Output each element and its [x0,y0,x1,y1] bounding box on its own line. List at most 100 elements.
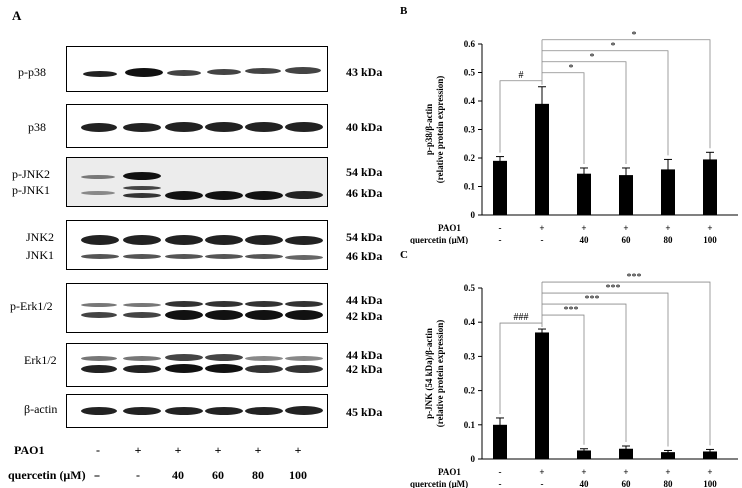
blot-label-p38: p38 [28,120,46,134]
significance-bracket [542,50,669,156]
blot-actin [66,394,328,428]
significance-bracket [542,314,585,445]
kda-jnk2: 54 kDa [346,230,383,244]
significance-label: *** [627,272,642,283]
pao1-label: PAO1 [438,467,461,477]
significance-bracket [542,303,627,443]
significance-label: *** [585,294,600,305]
y-tick-label: 0.4 [464,317,476,327]
bar [661,452,675,459]
quercetin-lane-label: 80 [664,479,674,488]
significance-bracket [542,281,711,446]
y-axis-label-2: (relative protein expression) [435,76,445,184]
blot-label-p-jnk2: p-JNK2 [12,167,50,181]
quercetin-lane-6: 100 [289,468,307,482]
blot-label-erk: Erk1/2 [24,353,57,367]
quercetin-lane-label: 80 [664,235,674,244]
significance-label: *** [606,283,621,294]
y-tick-label: 0.5 [464,283,476,293]
blot-label-jnk2: JNK2 [26,230,55,244]
bar [535,103,549,215]
quercetin-lane-label: 40 [580,235,590,244]
kda-p-p38: 43 kDa [346,65,383,79]
blot-erk [66,343,328,387]
pao1-lane-label: + [623,223,628,233]
panel-letter: C [400,249,408,261]
quercetin-label-dash: - [94,468,98,482]
significance-label: ### [514,312,529,323]
kda-erk-44: 44 kDa [346,348,383,362]
quercetin-lane-5: 80 [252,468,264,482]
y-tick-label: 0.3 [464,351,476,361]
bar [661,169,675,215]
blot-p-jnk [66,157,328,207]
blot-label-actin: β-actin [24,402,58,416]
y-tick-label: 0.2 [464,386,476,396]
y-axis-label: p-p38/β-actin [424,104,434,155]
y-axis-label-2: (relative protein expression) [435,320,445,428]
quercetin-lane-label: 100 [703,235,717,244]
bar [577,450,591,459]
quercetin-lane-2: - [136,468,140,482]
blot-label-p-p38: p-p38 [18,65,46,79]
quercetin-lane-label: 100 [703,479,717,488]
blot-jnk [66,220,328,270]
kda-p-erk-42: 42 kDa [346,309,383,323]
y-tick-label: 0.6 [464,39,476,49]
significance-label: *** [564,305,579,316]
quercetin-lane-3: 40 [172,468,184,482]
chart-b: B 0 0.1 0.2 0.3 0.4 0.5 0.6 p-p38/β-actin (relati… [400,5,738,244]
y-tick-label: 0 [471,454,476,464]
bar [619,175,633,215]
pao1-lane-4: + [214,443,222,457]
blot-label-p-jnk1: p-JNK1 [12,183,50,197]
pao1-lane-2: + [134,443,142,457]
pao1-lane-label: + [581,467,586,477]
pao1-lane-label: - [499,467,502,477]
y-axis-label: p-JNK (54 kDa)/β-actin [424,328,434,419]
quercetin-lane-label: 60 [622,479,632,488]
quercetin-lane-label: 60 [622,235,632,244]
pao1-lane-label: - [499,223,502,233]
pao1-lane-label: + [581,223,586,233]
quercetin-lane-label: 40 [580,479,590,488]
bar [493,160,507,215]
panel-letter: B [400,5,408,17]
y-tick-label: 0.1 [464,182,476,192]
significance-label: * [632,30,637,41]
significance-bracket [499,80,543,153]
pao1-label: PAO1 [14,443,45,457]
pao1-lane-label: + [665,223,670,233]
quercetin-lane-label: - [499,235,502,244]
y-tick-label: 0.4 [464,96,476,106]
pao1-lane-label: + [665,467,670,477]
pao1-lane-label: + [707,467,712,477]
pao1-lane-6: + [294,443,302,457]
kda-erk-42: 42 kDa [346,362,383,376]
kda-p-jnk2: 54 kDa [346,165,383,179]
panel-a-letter: A [12,8,22,23]
pao1-lane-label: + [539,223,544,233]
chart-c: C 0 0.1 0.2 0.3 0.4 0.5 p-JNK (54 kDa)/β-actin(… [400,249,738,488]
significance-label: # [519,70,524,81]
kda-jnk1: 46 kDa [346,249,383,263]
pao1-lane-label: + [539,467,544,477]
quercetin-label: quercetin (μM) [410,479,468,488]
bar [619,448,633,459]
blot-p-p38 [66,46,328,92]
y-tick-label: 0.2 [464,153,476,163]
kda-p-jnk1: 46 kDa [346,186,383,200]
significance-bracket [542,292,669,447]
kda-actin: 45 kDa [346,405,383,419]
bar [703,159,717,215]
y-tick-label: 0.5 [464,68,476,78]
significance-label: * [611,41,616,52]
quercetin-lane-label: - [541,479,544,488]
blot-label-p-erk: p-Erk1/2 [10,299,53,313]
quercetin-lane-1: - [96,468,100,482]
significance-bracket [542,72,585,164]
bar [703,451,717,459]
pao1-lane-1: - [96,443,100,457]
significance-bracket [542,61,627,164]
quercetin-label: quercetin (μM) [410,235,468,244]
